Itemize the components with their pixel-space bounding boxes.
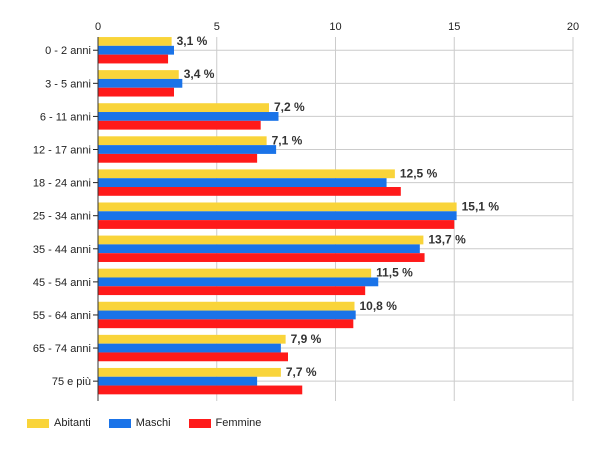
bar-abitanti bbox=[98, 268, 372, 278]
data-label: 3,1 % bbox=[177, 34, 208, 48]
bar-femmine bbox=[98, 220, 455, 229]
bar-maschi bbox=[98, 244, 420, 254]
bar-femmine bbox=[98, 153, 258, 163]
category-label: 25 - 34 anni bbox=[33, 211, 91, 223]
category-label: 12 - 17 anni bbox=[33, 145, 91, 157]
bar-maschi bbox=[98, 45, 174, 55]
bar-maschi bbox=[98, 310, 356, 320]
data-label: 7,1 % bbox=[272, 133, 303, 147]
bar-abitanti bbox=[98, 301, 355, 311]
x-tick-label: 0 bbox=[95, 21, 101, 33]
bar-maschi bbox=[98, 145, 277, 154]
legend-item: Maschi bbox=[108, 417, 171, 429]
legend-label: Femmine bbox=[215, 417, 262, 429]
data-label: 7,7 % bbox=[286, 365, 317, 379]
bar-maschi bbox=[98, 178, 387, 187]
legend-swatch bbox=[108, 418, 131, 428]
bar-maschi bbox=[98, 376, 258, 386]
bar-maschi bbox=[98, 78, 183, 88]
data-label: 10,8 % bbox=[360, 299, 398, 313]
data-label: 12,5 % bbox=[400, 166, 438, 180]
legend-label: Maschi bbox=[135, 417, 171, 429]
legend-item: Abitanti bbox=[27, 417, 91, 429]
legend-label: Abitanti bbox=[54, 417, 91, 429]
data-label: 11,5 % bbox=[376, 266, 413, 280]
x-tick-label: 20 bbox=[567, 21, 579, 33]
bar-femmine bbox=[98, 120, 261, 130]
bar-femmine bbox=[98, 319, 354, 329]
x-tick-label: 10 bbox=[329, 21, 341, 33]
bar-abitanti bbox=[98, 334, 286, 344]
bar-femmine bbox=[98, 352, 288, 362]
bar-maschi bbox=[98, 211, 457, 221]
data-label: 7,9 % bbox=[291, 332, 322, 346]
bar-abitanti bbox=[98, 367, 281, 377]
bar-abitanti bbox=[98, 136, 267, 146]
bar-abitanti bbox=[98, 70, 179, 79]
category-label: 55 - 64 anni bbox=[33, 310, 91, 322]
bar-abitanti bbox=[98, 235, 424, 245]
bar-femmine bbox=[98, 253, 425, 262]
category-label: 75 e più bbox=[52, 376, 91, 388]
bar-maschi bbox=[98, 277, 379, 287]
category-label: 3 - 5 anni bbox=[45, 78, 91, 90]
bar-femmine bbox=[98, 54, 169, 64]
data-label: 3,4 % bbox=[184, 67, 215, 81]
legend: Abitanti Maschi Femmine bbox=[27, 417, 261, 429]
x-tick-label: 15 bbox=[448, 21, 460, 33]
bar-abitanti bbox=[98, 103, 269, 113]
category-label: 18 - 24 anni bbox=[33, 178, 91, 190]
legend-swatch bbox=[27, 418, 49, 428]
data-label: 13,7 % bbox=[428, 233, 466, 247]
x-tick-label: 5 bbox=[214, 21, 220, 33]
category-label: 35 - 44 anni bbox=[33, 244, 91, 256]
category-label: 45 - 54 anni bbox=[33, 277, 91, 289]
category-label: 0 - 2 anni bbox=[45, 45, 91, 57]
bar-femmine bbox=[98, 286, 366, 296]
bar-femmine bbox=[98, 87, 174, 97]
bar-maschi bbox=[98, 112, 279, 121]
category-label: 65 - 74 anni bbox=[33, 343, 91, 355]
bar-abitanti bbox=[98, 202, 457, 212]
data-label: 15,1 % bbox=[462, 199, 500, 213]
bar-maschi bbox=[98, 343, 281, 353]
legend-item: Femmine bbox=[188, 417, 262, 429]
data-label: 7,2 % bbox=[274, 100, 305, 114]
bar-abitanti bbox=[98, 37, 172, 46]
legend-swatch bbox=[188, 418, 211, 428]
bar-abitanti bbox=[98, 169, 395, 179]
bar-femmine bbox=[98, 187, 401, 196]
bar-femmine bbox=[98, 385, 303, 395]
category-label: 6 - 11 anni bbox=[40, 111, 91, 123]
